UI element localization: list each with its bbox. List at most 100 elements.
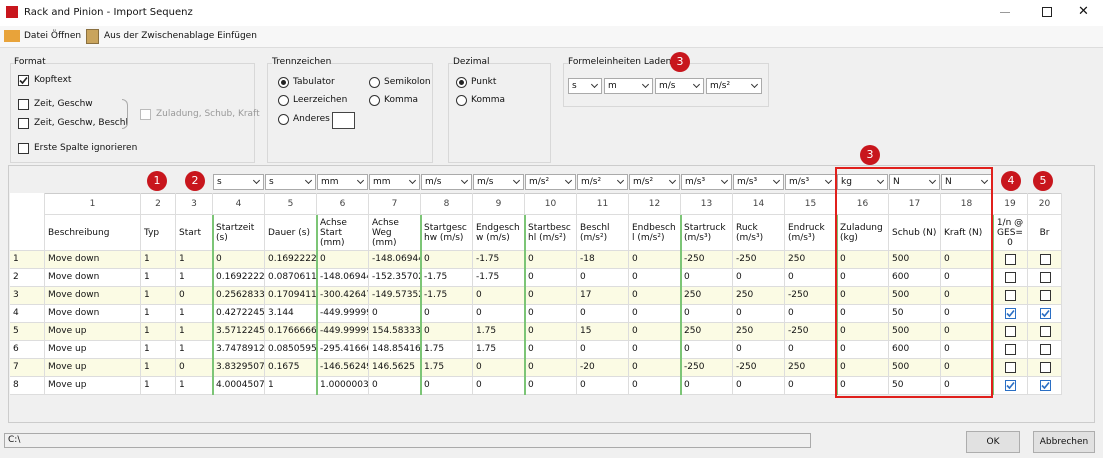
table-cell[interactable]: 1.0000003 (317, 377, 369, 395)
table-cell[interactable]: -1.75 (473, 251, 525, 269)
table-cell[interactable]: 250 (733, 287, 785, 305)
table-cell[interactable]: 17 (577, 287, 629, 305)
row-number[interactable]: 5 (10, 323, 45, 341)
table-cell[interactable]: -149.57352 (369, 287, 421, 305)
option-label[interactable]: Komma (384, 95, 419, 105)
option-label[interactable]: Erste Spalte ignorieren (34, 143, 138, 153)
table-cell[interactable]: 0 (837, 323, 889, 341)
table-cell[interactable]: 250 (785, 359, 837, 377)
table-cell[interactable]: 1 (141, 269, 176, 287)
table-cell[interactable]: 0 (785, 269, 837, 287)
table-cell[interactable]: 500 (889, 359, 941, 377)
row-number[interactable]: 1 (10, 251, 45, 269)
table-cell[interactable]: 0 (733, 377, 785, 395)
column-header[interactable]: Zuladung (kg) (837, 215, 889, 251)
radio[interactable] (369, 77, 380, 88)
table-cell[interactable]: -1.75 (421, 269, 473, 287)
unit-dropdown[interactable]: mm (317, 174, 368, 190)
table-cell[interactable]: 1 (176, 323, 213, 341)
table-cell[interactable]: 600 (889, 341, 941, 359)
table-cell[interactable]: 1 (141, 359, 176, 377)
table-cell[interactable]: 0 (681, 305, 733, 323)
table-cell[interactable]: 0 (681, 377, 733, 395)
option-label[interactable]: Zuladung, Schub, Kraft (156, 109, 260, 119)
other-input[interactable] (332, 112, 355, 129)
table-cell[interactable]: 0 (525, 251, 577, 269)
table-cell[interactable]: 0.2562833 (213, 287, 265, 305)
checkbox[interactable] (1040, 326, 1051, 337)
checkbox[interactable] (1005, 344, 1016, 355)
table-cell[interactable]: 1.75 (421, 359, 473, 377)
table-cell[interactable]: 0 (525, 359, 577, 377)
cancel-button[interactable]: Abbrechen (1033, 431, 1095, 453)
minimize-button[interactable] (1000, 12, 1010, 13)
table-cell[interactable]: 0 (369, 377, 421, 395)
table-cell[interactable]: 0 (629, 269, 681, 287)
table-cell[interactable]: 1.75 (421, 341, 473, 359)
table-cell[interactable]: 146.5625 (369, 359, 421, 377)
table-cell[interactable]: 0 (733, 305, 785, 323)
table-cell[interactable]: Move down (45, 251, 141, 269)
table-cell[interactable]: -449.99999 (317, 305, 369, 323)
table-cell[interactable]: 0.1675 (265, 359, 317, 377)
table-cell[interactable]: 0 (421, 323, 473, 341)
table-cell[interactable]: 0 (837, 359, 889, 377)
unit-dropdown[interactable]: m/s² (629, 174, 680, 190)
table-cell[interactable]: 0 (629, 377, 681, 395)
table-cell[interactable]: 0 (629, 287, 681, 305)
option-label[interactable]: Zeit, Geschw, Beschl (34, 118, 128, 128)
unit-dropdown[interactable]: m/s (421, 174, 472, 190)
option-label[interactable]: Komma (471, 95, 506, 105)
maximize-button[interactable] (1042, 7, 1052, 17)
table-cell[interactable]: Move down (45, 305, 141, 323)
table-cell[interactable]: 1.75 (473, 341, 525, 359)
row-number[interactable]: 3 (10, 287, 45, 305)
table-cell[interactable]: 0 (837, 305, 889, 323)
column-header[interactable]: Typ (141, 215, 176, 251)
column-header[interactable]: 1/n @ GES=0 (993, 215, 1028, 251)
table-cell[interactable]: -250 (785, 323, 837, 341)
table-cell[interactable]: 0 (473, 359, 525, 377)
table-cell[interactable]: 0 (629, 305, 681, 323)
table-cell[interactable]: 250 (681, 323, 733, 341)
radio[interactable] (456, 95, 467, 106)
table-cell[interactable]: 0 (213, 251, 265, 269)
option-label[interactable]: Zeit, Geschw (34, 99, 93, 109)
table-cell[interactable]: 154.58333 (369, 323, 421, 341)
unit-dropdown[interactable]: m/s³ (733, 174, 784, 190)
table-cell[interactable]: 0 (837, 251, 889, 269)
option-label[interactable]: Punkt (471, 77, 497, 87)
row-number[interactable]: 2 (10, 269, 45, 287)
table-cell[interactable]: 1 (176, 305, 213, 323)
table-cell[interactable]: 50 (889, 377, 941, 395)
table-cell[interactable]: 1 (141, 341, 176, 359)
table-cell[interactable]: 0 (577, 341, 629, 359)
unit-dropdown[interactable]: m/s (655, 78, 704, 94)
table-cell[interactable]: -295.41666 (317, 341, 369, 359)
table-cell[interactable]: 0 (525, 287, 577, 305)
radio[interactable] (369, 95, 380, 106)
table-cell[interactable]: 1 (176, 269, 213, 287)
unit-dropdown[interactable]: s (568, 78, 602, 94)
table-cell[interactable]: 0 (837, 377, 889, 395)
option-label[interactable]: Semikolon (384, 77, 431, 87)
table-cell[interactable]: 0 (837, 341, 889, 359)
table-cell[interactable]: Move down (45, 287, 141, 305)
column-header[interactable]: Ruck (m/s³) (733, 215, 785, 251)
table-cell[interactable]: 0 (629, 323, 681, 341)
option-label[interactable]: Leerzeichen (293, 95, 348, 105)
checkbox[interactable] (1005, 326, 1016, 337)
checkbox[interactable] (1005, 290, 1016, 301)
table-cell[interactable]: 0 (176, 359, 213, 377)
row-number[interactable]: 7 (10, 359, 45, 377)
table-cell[interactable]: 148.85416 (369, 341, 421, 359)
table-cell[interactable]: 0.0850595 (265, 341, 317, 359)
table-cell[interactable]: 0 (785, 305, 837, 323)
table-cell[interactable]: 0 (681, 341, 733, 359)
table-cell[interactable]: -250 (681, 251, 733, 269)
table-cell[interactable]: 0 (577, 305, 629, 323)
table-cell[interactable]: -152.35702 (369, 269, 421, 287)
table-cell[interactable]: Move up (45, 323, 141, 341)
row-number[interactable]: 4 (10, 305, 45, 323)
table-cell[interactable]: 3.7478912 (213, 341, 265, 359)
